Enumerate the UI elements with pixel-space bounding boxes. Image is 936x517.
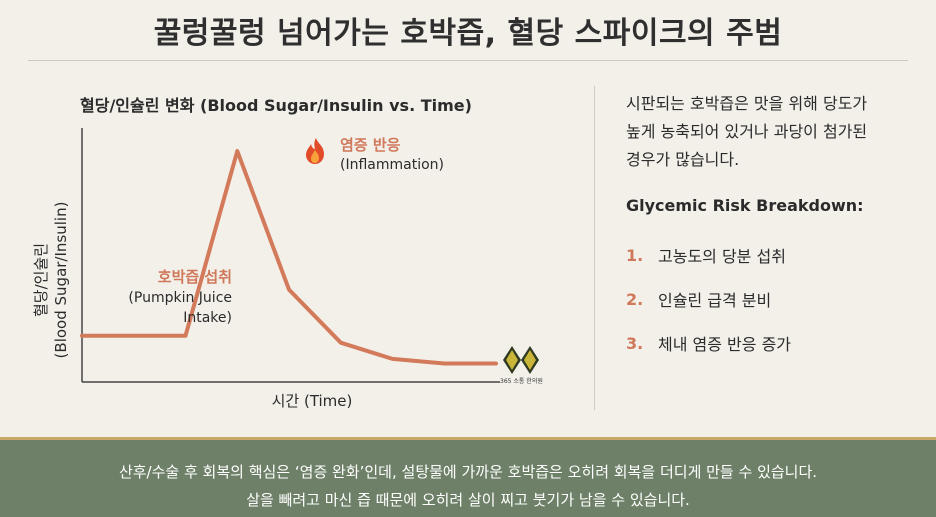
risk-number: 3.: [626, 333, 644, 353]
risk-item-3: 3. 체내 염증 반응 증가: [626, 321, 916, 365]
panel-divider: [594, 86, 595, 410]
risk-item-1: 1. 고농도의 당분 섭취: [626, 233, 916, 277]
x-axis-label: 시간 (Time): [272, 392, 353, 410]
risk-text: 인슐린 급격 분비: [658, 291, 772, 310]
annotation-inflammation-sub: (Inflammation): [340, 157, 444, 173]
blood-sugar-line: [80, 149, 498, 366]
risk-list: 1. 고농도의 당분 섭취 2. 인슐린 급격 분비 3. 체내 염증 반응 증…: [626, 233, 916, 365]
annotation-intake-sub: (Pumpkin Juice: [128, 290, 232, 306]
footer-line-1: 산후/수술 후 회복의 핵심은 ‘염증 완화’인데, 설탕물에 가까운 호박즙은…: [118, 463, 818, 481]
clinic-logo-text: 365 소통 한의원: [500, 378, 543, 385]
y-axis-label-group: 혈당/인슐린 (Blood Sugar/Insulin): [32, 202, 70, 359]
panel-intro: 시판되는 호박즙은 맛을 위해 당도가 높게 농축되어 있거나 과당이 첨가된 …: [626, 94, 868, 169]
risk-item-2: 2. 인슐린 급격 분비: [626, 277, 916, 321]
clinic-logo-icon: [503, 346, 539, 374]
annotation-intake-label: 호박즙 섭취: [158, 268, 232, 286]
title-divider: [28, 60, 908, 61]
annotation-inflammation-label: 염증 반응: [340, 136, 401, 154]
risk-number: 1.: [626, 245, 644, 265]
page-title: 꿀렁꿀렁 넘어가는 호박즙, 혈당 스파이크의 주범: [153, 16, 783, 51]
info-panel: 시판되는 호박즙은 맛을 위해 당도가 높게 농축되어 있거나 과당이 첨가된 …: [626, 90, 916, 365]
risk-text: 고농도의 당분 섭취: [658, 247, 786, 266]
fire-icon: [306, 138, 324, 164]
chart-title: 혈당/인슐린 변화 (Blood Sugar/Insulin vs. Time): [80, 96, 472, 115]
y-axis-label-english: (Blood Sugar/Insulin): [52, 202, 70, 359]
risk-text: 체내 염증 반응 증가: [658, 335, 792, 354]
footer-banner: 산후/수술 후 회복의 핵심은 ‘염증 완화’인데, 설탕물에 가까운 호박즙은…: [0, 437, 936, 517]
footer-line-2: 살을 빼려고 마신 즙 때문에 오히려 살이 찌고 붓기가 남을 수 있습니다.: [246, 491, 690, 509]
breakdown-title: Glycemic Risk Breakdown:: [626, 196, 864, 215]
annotation-intake-sub2: Intake): [183, 310, 232, 326]
risk-number: 2.: [626, 289, 644, 309]
y-axis-label-korean: 혈당/인슐린: [32, 243, 50, 317]
